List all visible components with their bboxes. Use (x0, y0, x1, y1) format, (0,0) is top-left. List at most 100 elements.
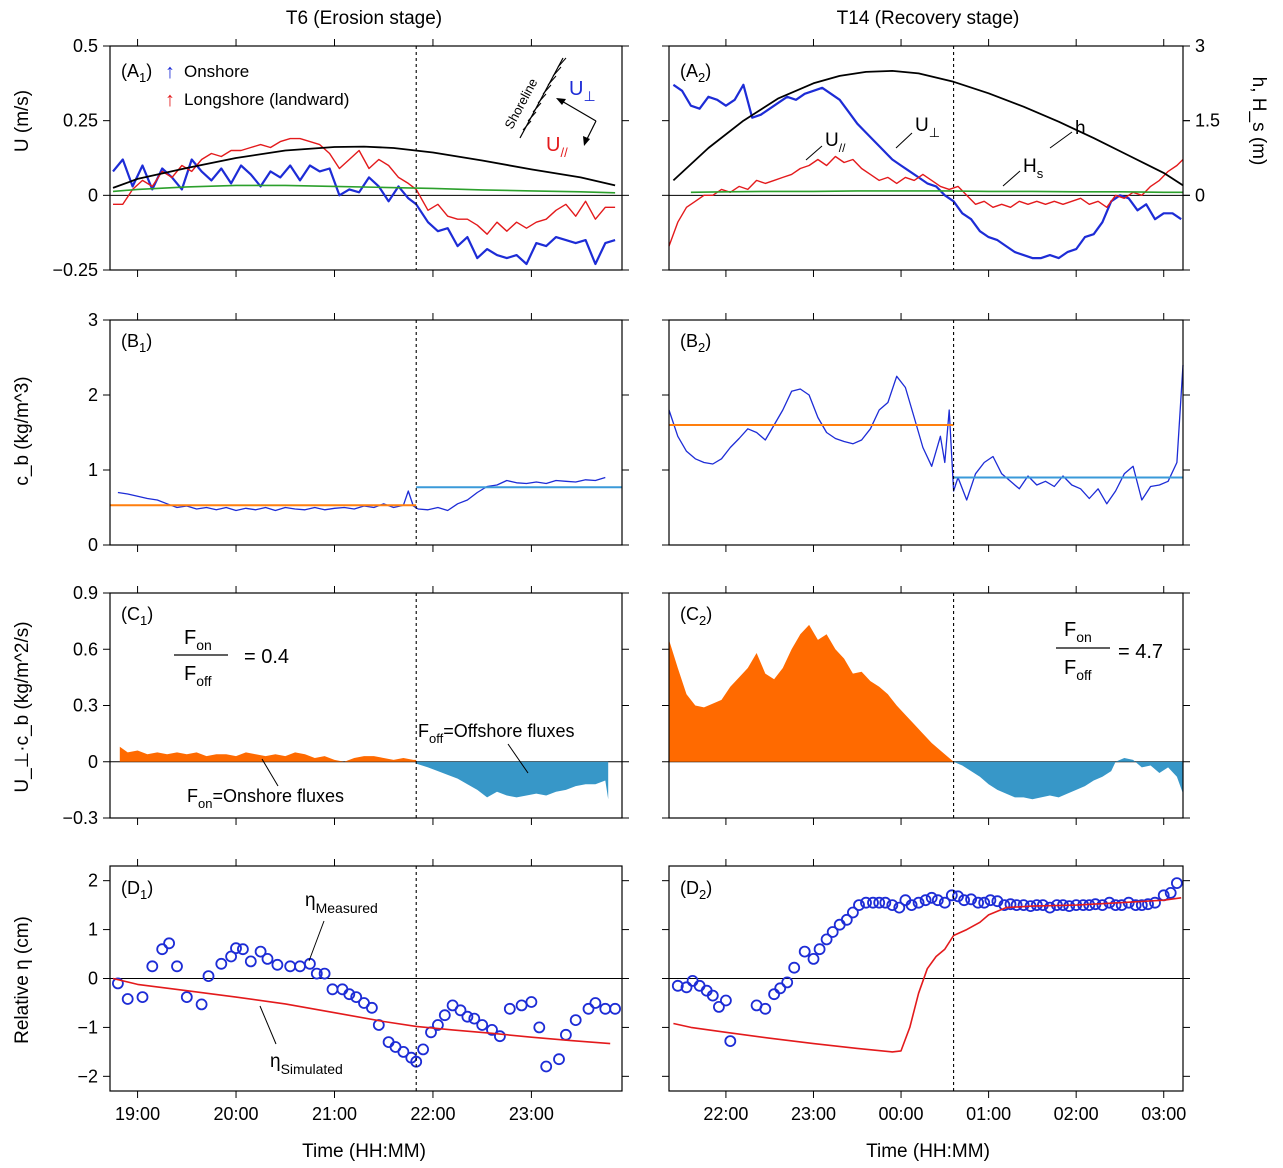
eta-measured-point (798, 945, 811, 958)
x-tick-label: 21:00 (312, 1104, 357, 1124)
f-on-label: Fon=Onshore fluxes (187, 786, 344, 811)
d1-eta-labels: ηMeasured ηSimulated (259, 890, 378, 1077)
hs-leader (1002, 170, 1021, 187)
y-tick-label: 1 (88, 460, 98, 480)
eta-measured-point (476, 1019, 489, 1031)
eta-measured-point (998, 899, 1011, 911)
panel-label-a2: (A2) (680, 61, 711, 85)
uperp-leader (895, 132, 913, 149)
panel-c1: −0.3 0 0.3 0.6 0.9 (62, 583, 629, 828)
hs-line (690, 190, 1183, 194)
c1-flux-labels: Foff=Offshore fluxes Fon=Onshore fluxes (187, 721, 574, 811)
-simulated-line (673, 897, 1182, 1053)
ylabel-c: U_⊥·c_b (kg/m^2/s) (12, 621, 33, 792)
eta-simulated-label: ηSimulated (270, 1051, 343, 1077)
eta-measured-point (438, 1009, 451, 1022)
u-par-arrow (585, 120, 597, 142)
eta-measured-point (1004, 898, 1017, 911)
ylabel-b: c_b (kg/m^3) (12, 376, 33, 485)
y-tick-label: −0.3 (62, 808, 98, 828)
eta-measured-point (195, 998, 208, 1011)
uperp-label: U⊥ (915, 115, 940, 140)
onshore-line (112, 158, 616, 266)
eta-measured-point (720, 994, 732, 1007)
x-tick-label: 19:00 (115, 1104, 160, 1124)
eta-measured-point (972, 896, 984, 909)
y-tick-label: 0.6 (73, 639, 98, 659)
x-tick-label: 00:00 (879, 1104, 924, 1124)
eta-measured-point (820, 933, 833, 946)
y-tick-label: 2 (88, 385, 98, 405)
x-tick-label: 22:00 (410, 1104, 455, 1124)
eta-measured-point (503, 1002, 516, 1015)
plot-frame (109, 319, 623, 546)
panel-a2: 01.53 (662, 36, 1220, 277)
eta-measured-point (671, 979, 684, 992)
eta-measured-point (833, 918, 846, 931)
panel-label-b1: (B1) (121, 331, 152, 355)
eta-measured-point (431, 1019, 444, 1031)
eta-measured-point (713, 1001, 725, 1013)
eta-measured-point (318, 967, 331, 980)
c-b-line (668, 364, 1184, 505)
h-line (112, 145, 616, 189)
eta-measured-point (180, 991, 193, 1003)
shoreline-label: Shoreline (501, 76, 540, 132)
inset-u-par: U// (546, 134, 568, 160)
eta-measured-point (768, 988, 780, 1001)
f-on-area (669, 624, 954, 762)
eta-measured-point (847, 906, 859, 919)
y-tick-label: 1 (88, 920, 98, 940)
x-tick-label: 22:00 (703, 1104, 748, 1124)
eta-measured-point (965, 893, 977, 906)
y2-tick-label: 0 (1195, 185, 1205, 205)
x-tick-label: 23:00 (509, 1104, 554, 1124)
f-off-area (953, 758, 1183, 800)
c2-ratio: Fon Foff = 4.7 (1056, 619, 1163, 683)
eta-measured-point (254, 945, 267, 958)
eta-measured-point (271, 958, 284, 971)
y-tick-label: 0.5 (73, 36, 98, 56)
y2-tick-label: 1.5 (1195, 111, 1220, 131)
y-tick-label: −2 (77, 1066, 98, 1086)
inset-u-perp: U⊥ (569, 78, 596, 104)
eta-measured-point (759, 1002, 772, 1015)
eta-measured-point (1010, 899, 1023, 911)
ylabel-a-right: h, H_s (m) (1248, 77, 1269, 166)
eta-measured-point (468, 1012, 481, 1025)
eta-measured-point (1164, 887, 1177, 899)
c1-ratio-den: Foff (184, 663, 212, 689)
panel-d1: −2 −1 0 1 2 19:00 20:00 21:00 22:00 23:00 (77, 859, 629, 1124)
eta-measured-point (343, 988, 356, 1001)
panel-d2: 22:00 23:00 00:00 01:00 02:00 03:00 (662, 859, 1190, 1124)
eta-measured-point (397, 1046, 410, 1058)
eta-measured-point (867, 896, 879, 909)
panel-label-d1: (D1) (121, 878, 153, 902)
y-tick-label: 0.9 (73, 583, 98, 603)
eta-measured-point (294, 960, 306, 973)
f-off-label: Foff=Offshore fluxes (418, 721, 574, 746)
eta-measured-point (860, 896, 872, 909)
eta-measured-point (202, 970, 215, 982)
f-on-area (119, 746, 417, 762)
panel-b2 (662, 313, 1190, 552)
eta-measured-point (853, 899, 865, 911)
u-par-line (668, 155, 1184, 247)
eta-measured-point (781, 976, 794, 989)
eta-measured-point (693, 979, 706, 992)
y-tick-label: 3 (88, 310, 98, 330)
eta-measured-point (540, 1060, 553, 1073)
eta-measured-point (171, 960, 183, 973)
y-tick-label: −0.25 (52, 260, 98, 280)
eta-measured-point (533, 1021, 546, 1034)
eta-measured-point (813, 943, 826, 956)
eta-measured-point (553, 1053, 565, 1066)
eta-measured-point (515, 999, 528, 1012)
eta-measured-point (121, 993, 134, 1005)
eta-measured-point (146, 960, 159, 973)
eta-measured-point (582, 1002, 595, 1015)
eta-measured-point (840, 913, 853, 926)
y-tick-label: 0 (88, 535, 98, 555)
eta-measured-point (905, 899, 918, 911)
